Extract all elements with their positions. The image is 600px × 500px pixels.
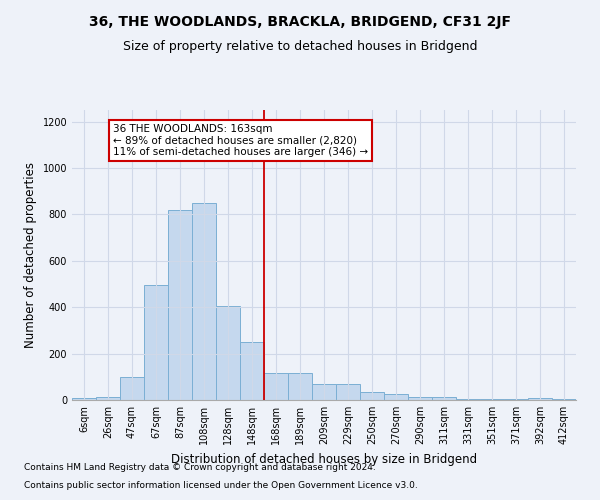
Bar: [168, 210, 192, 400]
Text: Contains public sector information licensed under the Open Government Licence v3: Contains public sector information licen…: [24, 481, 418, 490]
Bar: [144, 285, 168, 400]
Bar: [264, 374, 288, 400]
Text: 36, THE WOODLANDS, BRACKLA, BRIDGEND, CF31 2JF: 36, THE WOODLANDS, BRACKLA, BRIDGEND, CF…: [89, 15, 511, 29]
Bar: [384, 394, 408, 400]
X-axis label: Distribution of detached houses by size in Bridgend: Distribution of detached houses by size …: [171, 452, 477, 466]
Bar: [528, 398, 552, 400]
Bar: [240, 342, 264, 400]
Bar: [96, 397, 120, 400]
Bar: [192, 203, 216, 400]
Bar: [120, 377, 144, 400]
Text: Contains HM Land Registry data © Crown copyright and database right 2024.: Contains HM Land Registry data © Crown c…: [24, 464, 376, 472]
Text: 36 THE WOODLANDS: 163sqm
← 89% of detached houses are smaller (2,820)
11% of sem: 36 THE WOODLANDS: 163sqm ← 89% of detach…: [113, 124, 368, 157]
Bar: [72, 398, 96, 400]
Bar: [360, 392, 384, 400]
Bar: [408, 397, 432, 400]
Text: Size of property relative to detached houses in Bridgend: Size of property relative to detached ho…: [123, 40, 477, 53]
Y-axis label: Number of detached properties: Number of detached properties: [24, 162, 37, 348]
Bar: [216, 306, 240, 400]
Bar: [288, 374, 312, 400]
Bar: [432, 397, 456, 400]
Bar: [312, 384, 336, 400]
Bar: [336, 384, 360, 400]
